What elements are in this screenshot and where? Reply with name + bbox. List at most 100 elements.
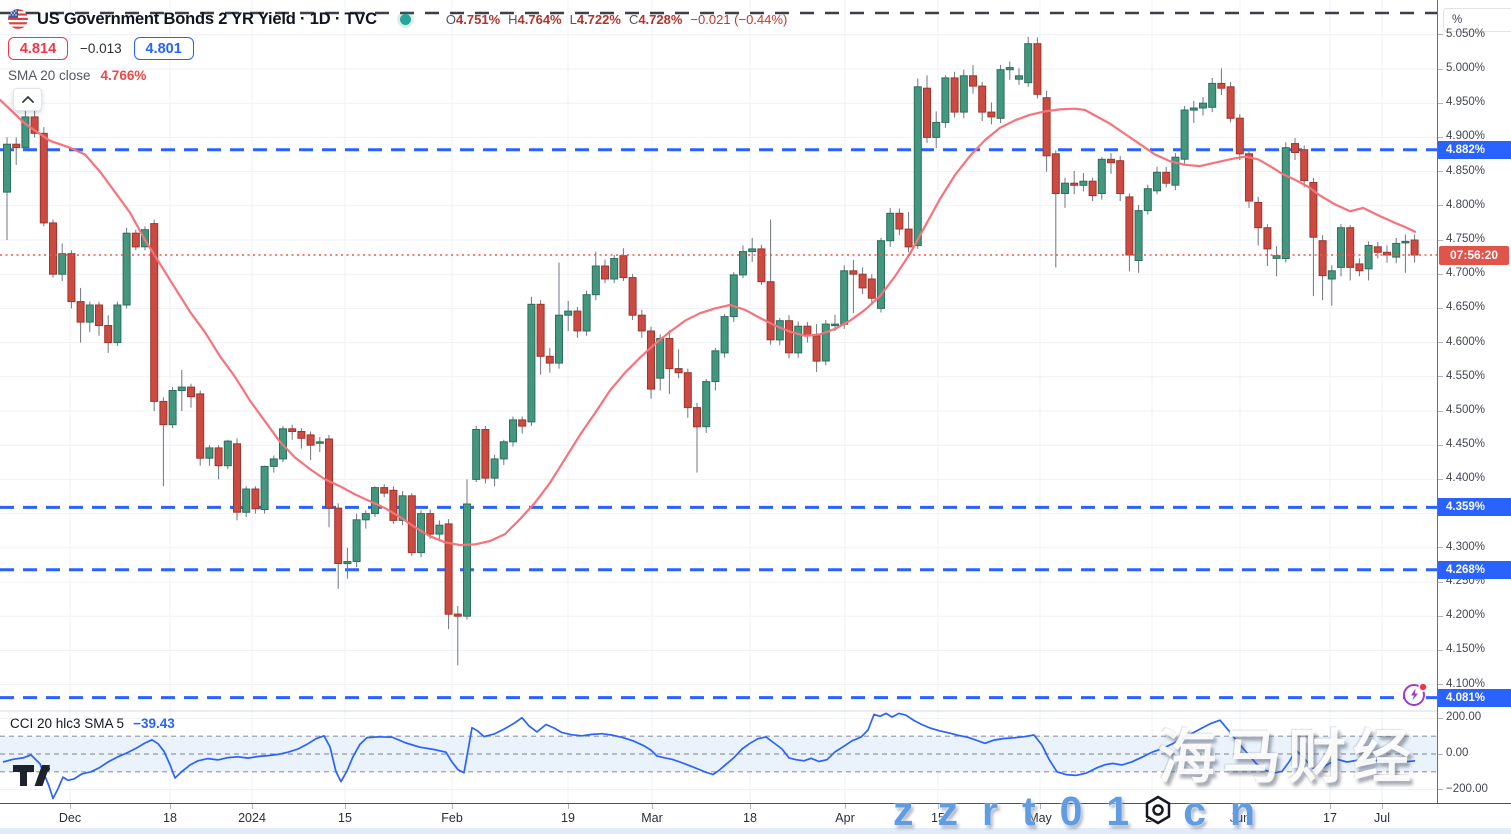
price-tick-label: 4.950% [1446, 96, 1486, 109]
price-tick-label: 4.550% [1446, 369, 1486, 382]
price-tick-label: 4.650% [1446, 301, 1486, 314]
sma-legend-label[interactable]: SMA 20 close [8, 68, 91, 83]
time-tick-label: 15 [338, 811, 352, 825]
market-status-dot[interactable] [399, 13, 411, 25]
collapse-legend-button[interactable] [13, 88, 42, 111]
axis-tick-mark [1438, 102, 1443, 104]
time-tick-mark [750, 804, 751, 809]
price-tick-label: 4.700% [1446, 267, 1486, 280]
time-tick-label: 18 [163, 811, 177, 825]
price-tick-label: 4.400% [1446, 472, 1486, 485]
axis-tick-mark [1438, 273, 1443, 275]
axis-tick-mark [1438, 753, 1443, 755]
cci-tick-label: −200.00 [1446, 782, 1488, 795]
price-tick-label: 4.750% [1446, 233, 1486, 245]
symbol-title[interactable]: US Government Bonds 2 YR Yield · 1D · TV… [37, 9, 377, 28]
time-tick-mark [1382, 804, 1383, 809]
chart-canvas[interactable] [0, 0, 1437, 803]
axis-tick-mark [1438, 376, 1443, 378]
axis-tick-mark [1438, 444, 1443, 446]
axis-tick-mark [1438, 410, 1443, 412]
axis-tick-mark [1438, 478, 1443, 480]
axis-tick-mark [1438, 649, 1443, 651]
cci-tick-label: 0.00 [1446, 747, 1469, 759]
axis-tick-mark [1438, 615, 1443, 617]
price-tick-label: 4.500% [1446, 404, 1486, 416]
axis-tick-mark [1438, 342, 1443, 344]
time-tick-label: 19 [561, 811, 575, 825]
price-tick-label: 4.450% [1446, 438, 1486, 451]
bar-countdown-label: 07:56:20 [1439, 245, 1509, 265]
axis-tick-mark [1438, 307, 1443, 309]
axis-tick-mark [1438, 789, 1443, 791]
axis-tick-mark [1438, 68, 1443, 70]
time-tick-label: Apr [835, 811, 855, 825]
time-tick-label: 2024 [238, 811, 266, 825]
symbol-legend: US Government Bonds 2 YR Yield · 1D · TV… [8, 8, 787, 83]
sma-legend-value: 4.766% [100, 68, 147, 83]
price-tick-label: 4.300% [1446, 540, 1486, 553]
day-change: −0.021 (−0.44%) [690, 11, 788, 27]
bid-ask-spread: −0.013 [80, 41, 122, 56]
sell-price-button[interactable]: 4.814 [8, 37, 68, 60]
time-tick-mark [345, 804, 346, 809]
time-tick-mark [1240, 804, 1241, 809]
price-tick-label: 5.000% [1446, 62, 1486, 74]
level-price-label[interactable]: 4.359% [1438, 498, 1511, 517]
axis-tick-mark [1438, 581, 1443, 583]
time-tick-label: Jul [1374, 811, 1390, 825]
time-tick-mark [70, 804, 71, 809]
axis-tick-mark [1438, 684, 1443, 686]
price-tick-label: 4.100% [1446, 677, 1486, 690]
cci-indicator-legend[interactable]: CCI 20 hlc3 SMA 5 −39.43 [10, 716, 175, 731]
price-tick-label: 4.600% [1446, 335, 1486, 348]
time-tick-label: 20 [1145, 811, 1159, 825]
price-axis[interactable]: % 5.050% 5.000% 4.950% 4.900% 4.850% 4.800% 4.… [1437, 0, 1511, 803]
tradingview-logo[interactable] [13, 765, 51, 791]
price-tick-label: 4.900% [1446, 130, 1486, 143]
axis-tick-mark [1438, 136, 1443, 138]
axis-tick-mark [1438, 717, 1443, 719]
axis-tick-mark [1438, 239, 1443, 241]
time-tick-mark [652, 804, 653, 809]
time-tick-label: 17 [1323, 811, 1337, 825]
level-price-label[interactable]: 4.081% [1438, 688, 1511, 707]
time-tick-label: Dec [58, 811, 82, 825]
time-tick-label: Jun [1229, 811, 1251, 825]
time-tick-label: 18 [743, 811, 757, 825]
cci-indicator-name: CCI 20 hlc3 SMA 5 [10, 716, 125, 731]
time-tick-mark [252, 804, 253, 809]
axis-unit-button[interactable]: % [1443, 8, 1511, 32]
price-tick-label: 4.150% [1446, 643, 1486, 656]
time-tick-mark [170, 804, 171, 809]
cci-tick-label: 200.00 [1446, 711, 1482, 724]
axis-tick-mark [1438, 205, 1443, 207]
price-tick-label: 4.800% [1446, 198, 1486, 211]
time-tick-label: Feb [441, 811, 463, 825]
time-tick-label: Mar [641, 811, 663, 825]
time-tick-mark [1152, 804, 1153, 809]
axis-tick-mark [1438, 547, 1443, 549]
time-tick-mark [568, 804, 569, 809]
ohlc-values: O4.751% H4.764% L4.722% C4.728% −0.021 (… [445, 11, 788, 27]
axis-tick-mark [1438, 34, 1443, 36]
time-tick-mark [452, 804, 453, 809]
cci-indicator-value: −39.43 [133, 716, 175, 731]
axis-tick-mark [1438, 171, 1443, 173]
level-price-label[interactable]: 4.268% [1438, 560, 1511, 579]
time-tick-label: May [1028, 811, 1052, 825]
time-tick-mark [845, 804, 846, 809]
price-tick-label: 5.050% [1446, 27, 1486, 40]
level-price-label[interactable]: 4.882% [1438, 140, 1511, 159]
time-tick-mark [938, 804, 939, 809]
time-tick-label: 15 [931, 811, 945, 825]
bottom-strip [0, 828, 1511, 834]
alert-lightning-icon[interactable] [1402, 681, 1428, 707]
price-tick-label: 4.200% [1446, 609, 1486, 622]
time-tick-mark [1330, 804, 1331, 809]
buy-price-button[interactable]: 4.801 [133, 37, 194, 60]
us-flag-icon [8, 9, 28, 29]
time-tick-mark [1040, 804, 1041, 809]
price-tick-label: 4.850% [1446, 164, 1486, 177]
